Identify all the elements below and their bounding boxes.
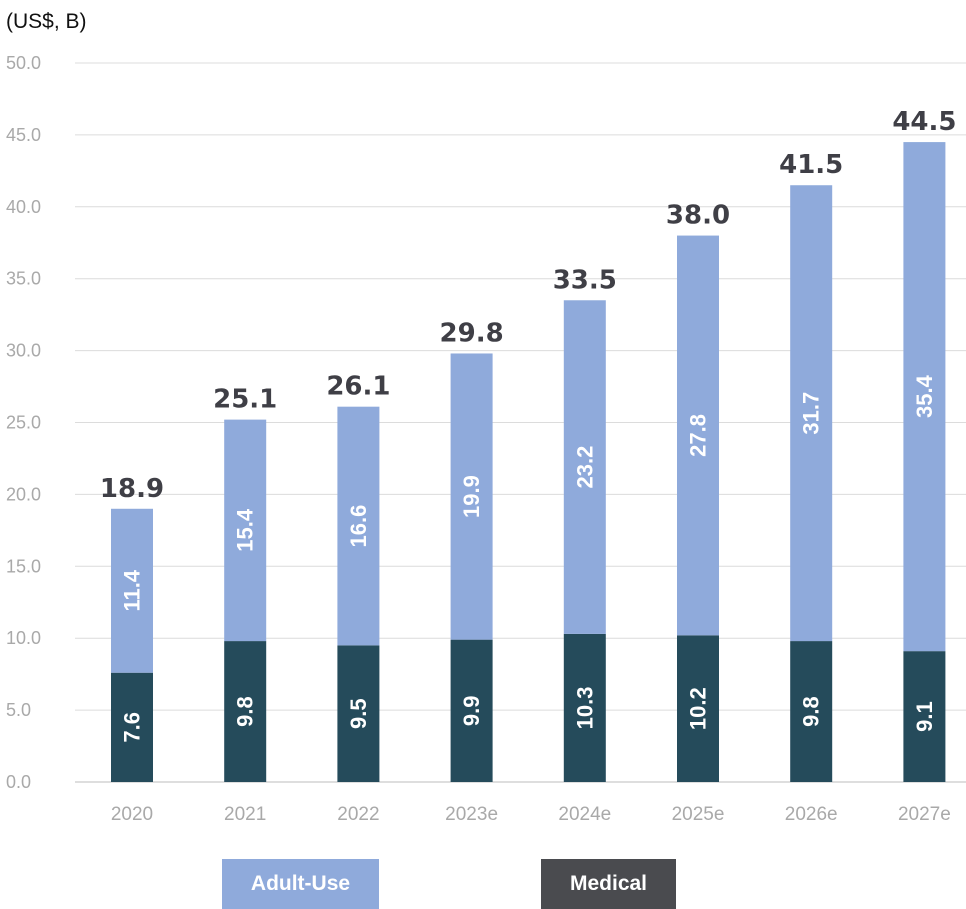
bar-adult-use <box>563 300 606 634</box>
y-tick-label: 20.0 <box>6 484 41 504</box>
y-tick-label: 45.0 <box>6 125 41 145</box>
bar-adult-use <box>337 406 380 646</box>
x-tick-label: 2027e <box>898 804 951 825</box>
unit-label: (US$, B) <box>6 10 87 33</box>
y-tick-label: 30.0 <box>6 341 41 361</box>
bar-medical <box>224 641 267 782</box>
total-label: 33.5 <box>553 265 617 295</box>
total-label: 41.5 <box>779 150 843 180</box>
data-label-medical: 7.6 <box>120 712 145 743</box>
total-label: 26.1 <box>326 372 390 402</box>
data-label-medical: 10.3 <box>572 687 597 730</box>
bar-adult-use <box>224 419 267 642</box>
y-tick-label: 0.0 <box>6 772 31 792</box>
y-tick-label: 25.0 <box>6 413 41 433</box>
data-label-adult-use: 27.8 <box>686 414 711 457</box>
bar-medical <box>790 641 833 782</box>
x-tick-label: 2022 <box>337 804 379 825</box>
bar-medical <box>677 635 719 782</box>
data-label-adult-use: 23.2 <box>572 446 597 489</box>
total-label: 18.9 <box>100 474 164 504</box>
data-label-adult-use: 16.6 <box>346 505 371 548</box>
y-tick-label: 5.0 <box>6 700 31 720</box>
stacked-bar-chart: (US$, B) 0.0 5.0 10.0 15.0 20.0 25.0 30.0 35.0 4… <box>6 10 966 825</box>
x-tick-label: 2026e <box>785 804 838 825</box>
data-label-medical: 9.9 <box>459 696 484 727</box>
total-label: 38.0 <box>666 201 730 231</box>
bar-adult-use <box>111 508 153 673</box>
legend-medical-label: Medical <box>569 872 648 895</box>
x-axis-ticks: 2020 2021 2022 2023e 2024e 2025e 2026e 2027e <box>111 804 951 825</box>
bar-medical <box>563 633 606 782</box>
data-label-adult-use: 35.4 <box>912 374 937 418</box>
legend-adult-use-label: Adult-Use <box>250 872 351 895</box>
data-label-medical: 9.8 <box>233 696 258 727</box>
bar-adult-use <box>903 142 946 652</box>
bar-medical <box>450 639 493 782</box>
bar-labels: 7.6 11.4 18.9 9.8 15.4 25.1 9.5 16.6 26.1 9.9 19.9… <box>100 107 957 743</box>
y-axis-ticks: 0.0 5.0 10.0 15.0 20.0 25.0 30.0 35.0 40.0 45.0 50… <box>6 53 41 792</box>
y-tick-label: 10.0 <box>6 628 41 648</box>
bar-medical <box>337 645 380 782</box>
data-label-medical: 9.8 <box>799 696 824 727</box>
bar-adult-use <box>677 235 719 636</box>
data-label-medical: 10.2 <box>686 687 711 730</box>
bar-adult-use <box>790 185 833 642</box>
y-tick-label: 50.0 <box>6 53 41 73</box>
data-label-medical: 9.1 <box>912 701 937 732</box>
x-tick-label: 2025e <box>672 804 725 825</box>
legend-adult-use: Adult-Use <box>222 859 379 909</box>
total-label: 29.8 <box>440 318 504 348</box>
y-tick-label: 40.0 <box>6 197 41 217</box>
x-tick-label: 2020 <box>111 804 153 825</box>
x-tick-label: 2023e <box>445 804 498 825</box>
bar-adult-use <box>450 353 493 640</box>
legend-medical: Medical <box>541 859 676 909</box>
data-label-adult-use: 15.4 <box>233 508 258 552</box>
bar-medical <box>111 672 153 782</box>
y-tick-label: 35.0 <box>6 269 41 289</box>
bar-medical <box>903 651 946 782</box>
data-label-adult-use: 31.7 <box>799 392 824 435</box>
data-label-adult-use: 11.4 <box>120 569 145 611</box>
bars <box>111 142 946 782</box>
x-tick-label: 2024e <box>558 804 611 825</box>
total-label: 25.1 <box>213 385 277 415</box>
data-label-adult-use: 19.9 <box>459 475 484 518</box>
total-label: 44.5 <box>892 107 956 137</box>
data-label-medical: 9.5 <box>346 698 371 729</box>
y-tick-label: 15.0 <box>6 556 41 576</box>
gridlines <box>75 62 966 783</box>
x-tick-label: 2021 <box>224 804 266 825</box>
